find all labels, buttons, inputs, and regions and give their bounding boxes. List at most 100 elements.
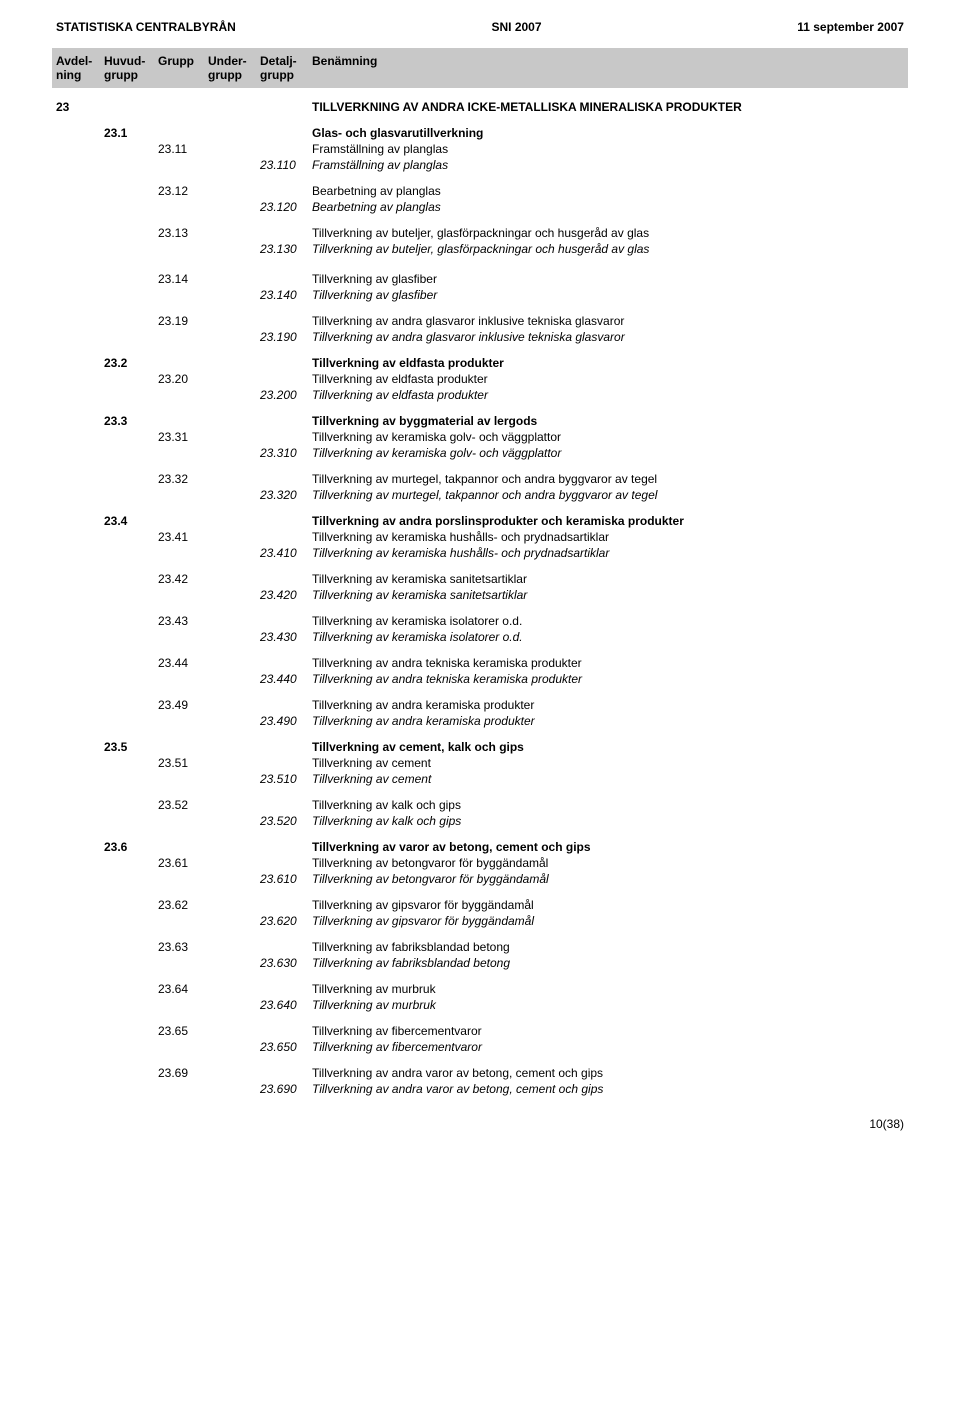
cell-huvudgrupp (104, 672, 158, 687)
cell-detaljgrupp: 23.610 (260, 872, 312, 887)
cell-huvudgrupp (104, 698, 158, 713)
cell-avdelning (56, 914, 104, 929)
cell-avdelning (56, 142, 104, 157)
cell-huvudgrupp (104, 630, 158, 645)
table-row: 23.610Tillverkning av betongvaror för by… (56, 872, 908, 887)
cell-avdelning (56, 226, 104, 241)
table-row: 23.11Framställning av planglas (56, 142, 908, 157)
cell-grupp (158, 488, 208, 503)
cell-undergrupp (208, 982, 260, 997)
cell-detaljgrupp (260, 572, 312, 587)
cell-huvudgrupp (104, 472, 158, 487)
cell-huvudgrupp: 23.5 (104, 740, 158, 755)
cell-huvudgrupp (104, 798, 158, 813)
cell-benamning: Tillverkning av andra keramiska produkte… (312, 698, 908, 713)
cell-grupp: 23.62 (158, 898, 208, 913)
cell-grupp (158, 242, 208, 257)
page-header: STATISTISKA CENTRALBYRÅN SNI 2007 11 sep… (52, 20, 908, 34)
cell-huvudgrupp: 23.2 (104, 356, 158, 371)
cell-grupp: 23.63 (158, 940, 208, 955)
cell-huvudgrupp (104, 430, 158, 445)
cell-detaljgrupp: 23.410 (260, 546, 312, 561)
cell-benamning: Tillverkning av fabriksblandad betong (312, 940, 908, 955)
cell-grupp: 23.65 (158, 1024, 208, 1039)
table-row: 23TILLVERKNING AV ANDRA ICKE-METALLISKA … (56, 100, 908, 115)
cell-detaljgrupp: 23.120 (260, 200, 312, 215)
cell-huvudgrupp (104, 940, 158, 955)
cell-undergrupp (208, 430, 260, 445)
table-row: 23.320Tillverkning av murtegel, takpanno… (56, 488, 908, 503)
cell-undergrupp (208, 672, 260, 687)
cell-huvudgrupp (104, 772, 158, 787)
cell-grupp (158, 158, 208, 173)
cell-grupp (158, 546, 208, 561)
cell-benamning: Tillverkning av varor av betong, cement … (312, 840, 908, 855)
table-row: 23.640Tillverkning av murbruk (56, 998, 908, 1013)
cell-grupp (158, 200, 208, 215)
cell-benamning: Bearbetning av planglas (312, 184, 908, 199)
cell-benamning: Tillverkning av glasfiber (312, 288, 908, 303)
table-row: 23.49Tillverkning av andra keramiska pro… (56, 698, 908, 713)
cell-detaljgrupp (260, 798, 312, 813)
cell-grupp: 23.52 (158, 798, 208, 813)
cell-undergrupp (208, 588, 260, 603)
table-row: 23.44Tillverkning av andra tekniska kera… (56, 656, 908, 671)
cell-detaljgrupp (260, 856, 312, 871)
cell-grupp (158, 414, 208, 429)
cell-undergrupp (208, 288, 260, 303)
cell-benamning: Tillverkning av keramiska isolatorer o.d… (312, 630, 908, 645)
cell-huvudgrupp (104, 588, 158, 603)
cell-benamning: Tillverkning av keramiska sanitetsartikl… (312, 572, 908, 587)
cell-huvudgrupp (104, 1082, 158, 1097)
cell-detaljgrupp: 23.630 (260, 956, 312, 971)
cell-avdelning (56, 714, 104, 729)
cell-undergrupp (208, 998, 260, 1013)
table-row: 23.630Tillverkning av fabriksblandad bet… (56, 956, 908, 971)
cell-avdelning (56, 940, 104, 955)
cell-undergrupp (208, 772, 260, 787)
cell-benamning: Tillverkning av murtegel, takpannor och … (312, 472, 908, 487)
cell-huvudgrupp (104, 372, 158, 387)
cell-detaljgrupp: 23.130 (260, 242, 312, 257)
cell-avdelning (56, 1040, 104, 1055)
cell-undergrupp (208, 614, 260, 629)
table-row: 23.690Tillverkning av andra varor av bet… (56, 1082, 908, 1097)
cell-undergrupp (208, 756, 260, 771)
cell-avdelning (56, 614, 104, 629)
cell-detaljgrupp: 23.620 (260, 914, 312, 929)
cell-avdelning (56, 200, 104, 215)
cell-benamning: Bearbetning av planglas (312, 200, 908, 215)
cell-undergrupp (208, 940, 260, 955)
cell-huvudgrupp (104, 446, 158, 461)
cell-undergrupp (208, 698, 260, 713)
table-row: 23.440Tillverkning av andra tekniska ker… (56, 672, 908, 687)
cell-detaljgrupp (260, 414, 312, 429)
cell-benamning: Tillverkning av betongvaror för byggända… (312, 856, 908, 871)
cell-detaljgrupp (260, 940, 312, 955)
cell-grupp (158, 714, 208, 729)
cell-undergrupp (208, 414, 260, 429)
cell-undergrupp (208, 546, 260, 561)
cell-grupp: 23.61 (158, 856, 208, 871)
table-row: 23.120Bearbetning av planglas (56, 200, 908, 215)
cell-huvudgrupp (104, 388, 158, 403)
table-row: 23.5Tillverkning av cement, kalk och gip… (56, 740, 908, 755)
cell-huvudgrupp (104, 914, 158, 929)
cell-avdelning (56, 840, 104, 855)
cell-benamning: Tillverkning av eldfasta produkter (312, 388, 908, 403)
table-row: 23.130Tillverkning av buteljer, glasförp… (56, 242, 908, 257)
cell-benamning: Tillverkning av gipsvaror för byggändamå… (312, 914, 908, 929)
cell-huvudgrupp (104, 614, 158, 629)
cell-grupp: 23.41 (158, 530, 208, 545)
table-row: 23.31Tillverkning av keramiska golv- och… (56, 430, 908, 445)
table-row: 23.64Tillverkning av murbruk (56, 982, 908, 997)
cell-benamning: Tillverkning av buteljer, glasförpacknin… (312, 226, 908, 241)
cell-grupp (158, 1040, 208, 1055)
cell-avdelning (56, 998, 104, 1013)
cell-undergrupp (208, 372, 260, 387)
cell-detaljgrupp (260, 184, 312, 199)
cell-huvudgrupp (104, 184, 158, 199)
cell-benamning: Tillverkning av buteljer, glasförpacknin… (312, 242, 908, 257)
cell-grupp (158, 772, 208, 787)
cell-undergrupp (208, 446, 260, 461)
